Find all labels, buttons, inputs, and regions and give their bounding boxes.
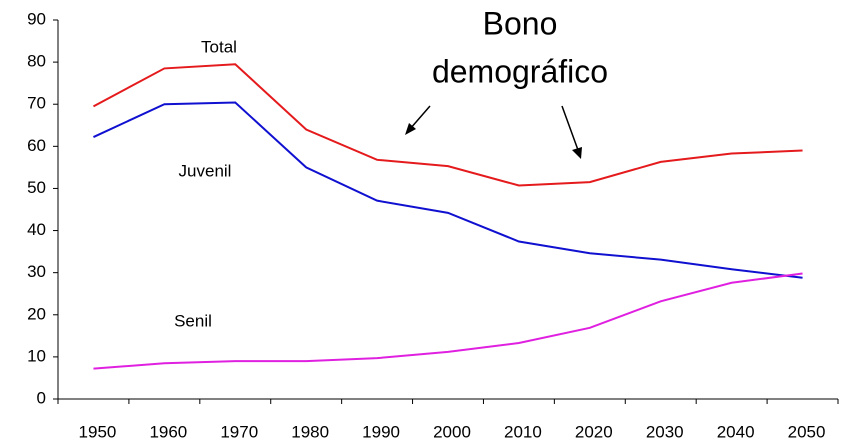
x-tick-label: 2030 — [646, 422, 684, 441]
x-tick-label: 2020 — [575, 422, 613, 441]
annotation: Bono — [483, 5, 558, 41]
x-tick-label: 2010 — [504, 422, 542, 441]
y-tick-label: 10 — [27, 346, 46, 365]
x-tick-label: 1980 — [291, 422, 329, 441]
series-label: Juvenil — [179, 161, 232, 180]
y-tick-label: 60 — [27, 136, 46, 155]
x-tick-label: 1950 — [79, 422, 117, 441]
y-tick-label: 80 — [27, 52, 46, 71]
y-tick-label: 90 — [27, 9, 46, 28]
series-label: Senil — [174, 311, 212, 330]
line-series — [92, 63, 803, 187]
x-tick-label: 2050 — [788, 422, 826, 441]
y-tick-label: 30 — [27, 262, 46, 281]
annotation: demográfico — [432, 53, 608, 89]
y-tick-label: 50 — [27, 178, 46, 197]
x-tick-label: 1960 — [149, 422, 187, 441]
y-tick-label: 0 — [37, 388, 46, 407]
x-tick-label: 1970 — [220, 422, 258, 441]
y-tick-label: 20 — [27, 304, 46, 323]
line-series — [93, 272, 803, 370]
y-tick-label: 70 — [27, 94, 46, 113]
x-tick-label: 2040 — [717, 422, 755, 441]
x-tick-label: 2000 — [433, 422, 471, 441]
x-tick-label: 1990 — [362, 422, 400, 441]
y-tick-label: 40 — [27, 220, 46, 239]
line-series — [93, 101, 803, 279]
series-label: Total — [201, 37, 237, 56]
arrows — [405, 105, 582, 159]
